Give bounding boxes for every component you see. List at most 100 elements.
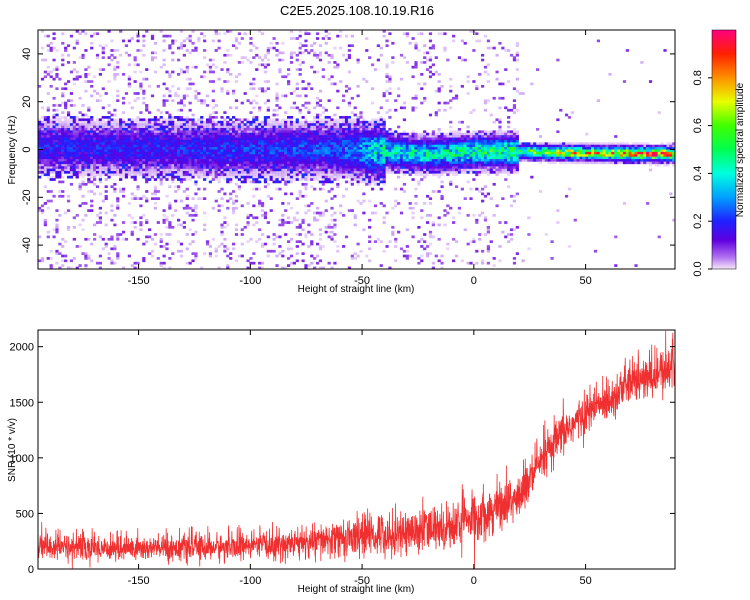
spectrogram-cell [321,132,325,136]
spectrogram-cell [90,147,94,150]
spectrogram-cell [301,135,305,138]
spectrogram-cell [203,223,207,227]
spectrogram-cell [399,137,404,141]
spectrogram-cell [197,118,201,122]
spectrogram-cell [90,80,94,83]
spectrogram-cell [292,132,296,136]
spectrogram-cell [69,125,74,129]
spectrogram-cell [295,132,299,136]
spectrogram-cell [205,147,210,150]
spectrogram-cell [275,49,279,52]
spectrogram-cell [194,142,198,146]
spectrogram-cell [55,249,59,253]
spectrogram-cell [159,173,163,177]
spectrogram-cell [275,132,279,136]
spectrogram-cell [344,173,349,177]
spectrogram-cell [179,41,184,45]
spectrogram-cell [58,151,62,155]
spectrogram-cell [437,151,441,155]
spectrogram-cell [220,187,224,191]
spectrogram-cell [269,249,273,253]
spectrogram-cell [95,99,100,102]
spectrogram-cell [75,154,79,157]
spectrogram-cell [150,144,155,148]
spectrogram-cell [127,154,131,157]
spectrogram-cell [260,147,265,150]
spectrogram-cell [313,125,317,129]
spectrogram-cell [289,53,294,57]
spectrogram-cell [200,159,204,162]
spectrogram-cell [234,194,239,198]
spectrogram-cell [220,233,224,236]
spectrogram-cell [226,180,230,184]
spectrogram-cell [437,80,441,83]
spectrogram-cell [64,159,68,162]
spectrogram-cell [397,161,401,165]
spectrogram-cell [55,163,59,167]
spectrogram-cell [162,214,166,217]
spectrogram-cell [388,127,392,131]
spectrogram-cell [313,132,317,136]
spectrogram-cell [269,123,273,126]
spectrogram-cell [275,187,279,191]
spectrogram-cell [168,116,172,119]
spectrogram-cell [119,130,123,134]
spectrogram-cell [64,104,68,107]
spectrogram-cell [232,92,236,95]
spectrogram-cell [342,118,346,122]
spectrogram-cell [81,135,85,138]
spectrogram-cell [255,139,259,143]
spectrogram-cell [287,264,291,267]
spectrogram-cell [385,171,389,174]
spectrogram-cell [93,75,97,79]
spectrogram-cell [205,94,210,98]
spectrogram-cell [347,132,352,136]
spectrogram-cell [179,120,184,124]
spectrogram-cell [229,197,233,200]
spectrogram-cell [298,225,302,229]
spectrogram-cell [232,147,236,150]
spectrogram-cell [159,116,163,119]
spectrogram-cell [119,127,123,131]
spectrogram-cell [246,125,250,129]
spectrogram-cell [313,159,317,162]
spectrogram-cell [388,166,392,169]
spectrogram-cell [284,135,288,138]
spectrogram-cell [263,163,268,167]
spectrogram-cell [188,161,192,165]
spectrogram-cell [150,237,155,241]
spectrogram-cell [266,147,270,150]
spectrogram-cell [272,147,276,150]
spectrogram-cell [411,96,415,100]
spectrogram-cell [90,159,94,162]
spectrogram-cell [313,266,317,269]
spectrogram-cell [121,166,126,169]
spectrogram-cell [142,77,146,81]
spectrogram-cell [165,159,169,162]
spectrogram-cell [376,120,380,124]
spectrogram-cell [304,182,308,186]
spectrogram-cell [237,161,241,165]
spectrogram-cell [278,223,282,227]
spectrogram-cell [179,171,184,174]
spectrogram-cell [330,154,334,157]
spectrogram-cell [87,142,91,146]
spectrogram-cell [246,123,250,126]
spectrogram-cell [336,151,340,155]
spectrogram-cell [43,147,47,150]
spectrogram-cell [318,237,323,241]
spectrogram-cell [205,135,210,138]
spectrogram-cell [385,137,389,141]
spectrogram-cell [182,151,186,155]
spectrogram-cell [289,161,294,165]
spectrogram-cell [342,168,346,172]
spectrogram-cell [188,228,192,232]
spectrogram-cell [197,159,201,162]
spectrogram-cell [93,159,97,162]
spectrogram-cell [237,175,241,179]
spectrogram-cell [370,187,375,191]
spectrogram-cell [292,101,296,105]
spectrogram-cell [191,30,195,33]
spectrogram-cell [260,120,265,124]
spectrogram-cell [330,197,334,200]
